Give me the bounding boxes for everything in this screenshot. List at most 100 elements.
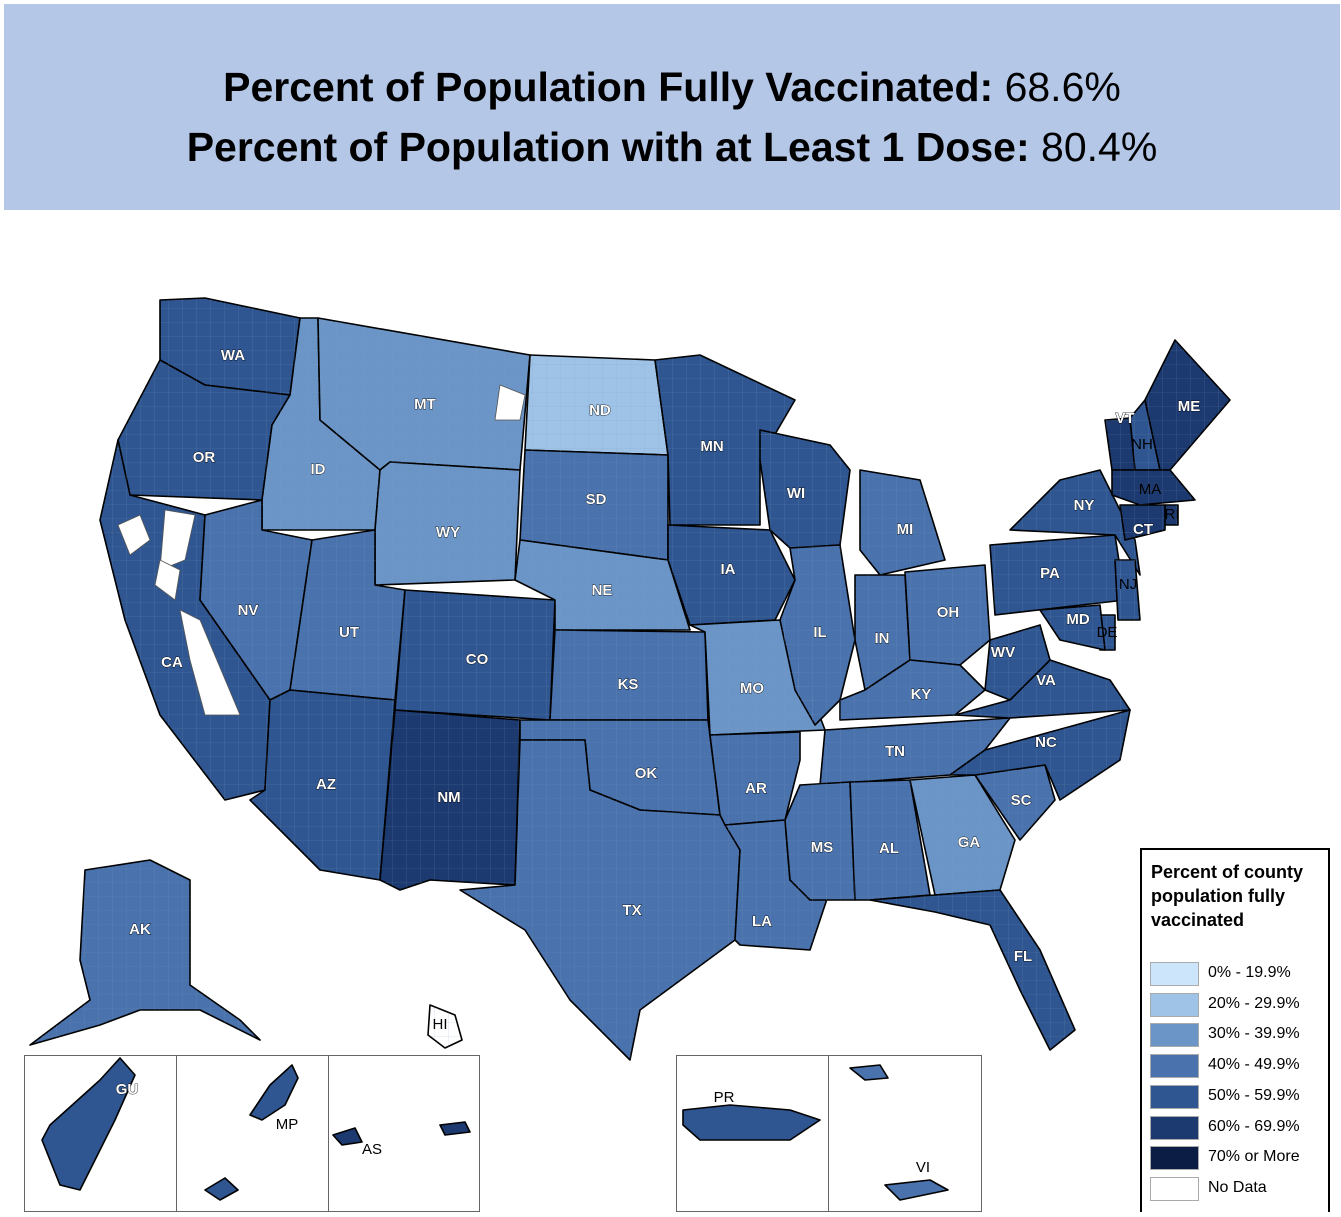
state-label-nh: NH [1131,436,1153,453]
state-label-ms: MS [811,839,834,856]
state-label-ny: NY [1074,497,1095,514]
legend-swatch [1150,1176,1199,1201]
state-label-ar: AR [745,780,767,797]
county-lines-vt [1105,418,1135,470]
county-lines-hi [428,1005,462,1048]
state-label-as: AS [362,1141,382,1158]
state-label-wa: WA [221,347,245,364]
county-lines-ny [1010,470,1140,575]
county-lines-wa [160,298,300,395]
legend-title: Percent of county population fully vacci… [1151,862,1304,930]
state-label-ok: OK [635,765,658,782]
legend-label: 40% - 49.9% [1208,1056,1300,1074]
county-lines-or [118,360,290,500]
no-data-county [159,509,196,571]
county-lines-la [725,820,830,950]
state-label-hi: HI [433,1016,448,1033]
legend-swatch [1150,1146,1199,1171]
legend-label: 60% - 69.9% [1208,1117,1300,1135]
fully-vaccinated-value: 68.6% [1004,64,1121,110]
state-label-al: AL [879,840,899,857]
state-label-sd: SD [586,491,607,508]
state-label-oh: OH [937,604,960,621]
county-lines-sd [520,450,668,560]
state-label-mp: MP [276,1116,299,1133]
one-dose-stat: Percent of Population with at Least 1 Do… [4,124,1340,171]
state-label-ca: CA [161,654,183,671]
state-shape-mp [204,1064,299,1201]
county-lines-ar [710,732,800,825]
state-label-mo: MO [740,680,764,697]
state-label-il: IL [813,624,826,641]
state-label-nm: NM [437,789,460,806]
county-lines-md [1040,605,1105,650]
state-label-mn: MN [700,438,723,455]
county-lines-nv [200,500,312,700]
state-label-mi: MI [897,521,914,538]
state-shape-gu [41,1057,136,1191]
state-label-sc: SC [1011,792,1032,809]
fully-vaccinated-stat: Percent of Population Fully Vaccinated: … [4,64,1340,111]
county-lines-ut [290,530,405,700]
county-lines-mt [318,318,530,470]
county-lines-ri [1165,505,1178,525]
mariana-inset [176,1055,330,1212]
state-label-vi: VI [916,1159,930,1176]
county-lines-id [262,318,380,530]
state-label-va: VA [1036,672,1056,689]
no-data-county [154,559,181,601]
state-label-pr: PR [714,1089,735,1106]
state-label-az: AZ [316,776,336,793]
county-lines-co [395,590,555,720]
state-label-ak: AK [129,921,151,938]
state-label-pa: PA [1040,565,1060,582]
state-label-id: ID [311,461,326,478]
no-data-county [179,609,241,716]
state-label-co: CO [466,651,489,668]
state-label-ne: NE [592,582,613,599]
map-legend: Percent of county population fully vacci… [1140,848,1330,1212]
legend-swatch [1150,992,1199,1017]
legend-label: No Data [1208,1178,1267,1196]
state-shape-as [332,1121,471,1146]
header-banner: Percent of Population Fully Vaccinated: … [4,4,1340,210]
county-lines-ne [515,540,690,630]
state-label-md: MD [1066,611,1089,628]
county-lines-ms [785,782,855,900]
legend-label: 0% - 19.9% [1208,964,1291,981]
state-label-ct: CT [1133,521,1153,538]
state-label-tn: TN [885,743,905,760]
state-label-me: ME [1178,398,1201,415]
legend-swatch [1150,1084,1199,1109]
state-label-ut: UT [339,624,359,641]
legend-swatch [1150,1023,1199,1048]
state-label-ma: MA [1139,481,1162,498]
county-lines-pa [990,535,1125,615]
legend-swatch [1150,962,1199,986]
county-lines-fl [870,890,1075,1050]
county-lines-nc [950,710,1130,800]
county-lines-in [855,575,910,690]
legend-label: 70% or More [1208,1148,1300,1166]
county-lines-va [955,660,1130,718]
state-label-wi: WI [787,485,805,502]
county-lines-sc [975,765,1055,840]
county-lines-ma [1112,470,1195,505]
county-lines-az [250,690,395,880]
state-label-de: DE [1097,624,1118,641]
state-label-ky: KY [911,686,932,703]
county-lines-nd [525,355,668,455]
county-lines-ky [840,660,985,720]
fully-vaccinated-label: Percent of Population Fully Vaccinated: [223,64,994,110]
state-label-ga: GA [958,834,981,851]
state-label-nc: NC [1035,734,1057,751]
county-lines-oh [905,565,990,665]
county-lines-ks [550,630,708,720]
legend-swatch [1150,1054,1199,1079]
county-lines-ok [520,720,720,815]
county-lines-ia [668,525,795,625]
legend-label: 20% - 29.9% [1208,994,1300,1012]
one-dose-value: 80.4% [1041,124,1158,170]
county-lines-tx [460,740,740,1060]
state-label-nd: ND [589,402,611,419]
